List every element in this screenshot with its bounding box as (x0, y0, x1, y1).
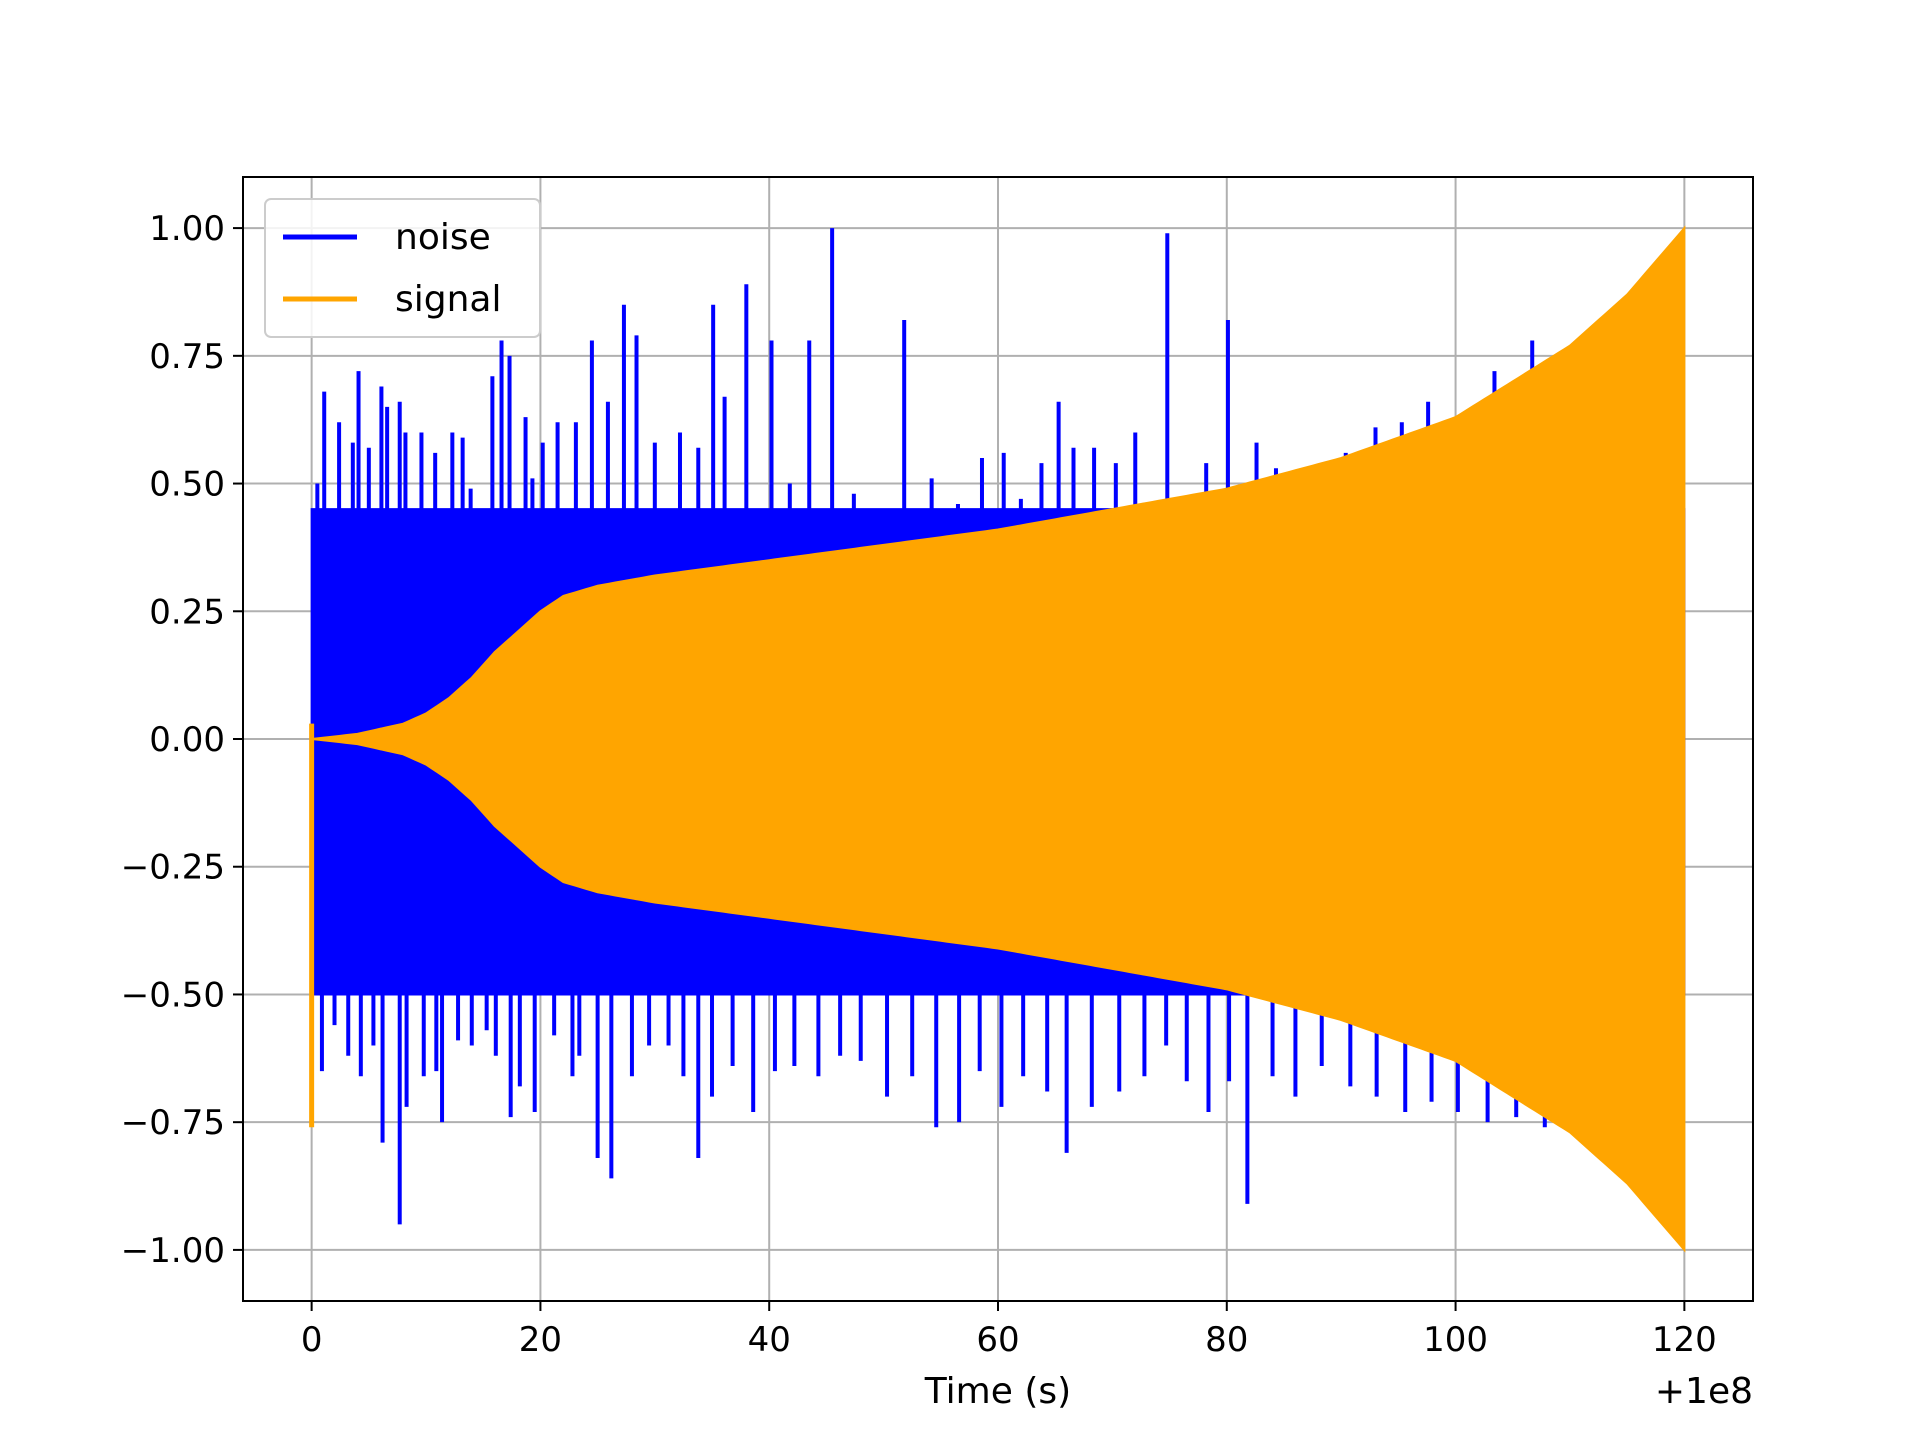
y-tick-label: −1.00 (121, 1231, 225, 1271)
legend-box (264, 198, 541, 338)
ticks: 0 20 40 60 80 100 120 1.00 0.75 0.50 0.25 0.00 −0.25… (121, 209, 1717, 1360)
series-signal (309, 225, 1686, 1253)
legend-label-noise: noise (395, 217, 491, 258)
x-tick-label: 20 (519, 1320, 562, 1360)
signal-envelope (311, 225, 1686, 1253)
plot-area (309, 225, 1686, 1253)
x-tick-label: 0 (301, 1320, 323, 1360)
legend: noise signal (264, 198, 541, 338)
x-axis-offset-label: +1e8 (1655, 1371, 1753, 1412)
legend-label-signal: signal (395, 279, 502, 320)
y-tick-label: 1.00 (149, 209, 225, 249)
x-tick-label: 120 (1652, 1320, 1717, 1360)
y-tick-label: 0.50 (149, 465, 225, 505)
y-tick-label: 0.00 (149, 720, 225, 760)
x-tick-label: 100 (1423, 1320, 1488, 1360)
y-tick-label: −0.75 (121, 1103, 225, 1143)
x-axis-label: Time (s) (924, 1371, 1071, 1412)
x-tick-label: 40 (748, 1320, 791, 1360)
x-tick-label: 80 (1205, 1320, 1248, 1360)
y-tick-label: 0.75 (149, 337, 225, 377)
y-tick-label: 0.25 (149, 592, 225, 632)
y-tick-label: −0.50 (121, 975, 225, 1015)
x-tick-label: 60 (976, 1320, 1019, 1360)
y-tick-label: −0.25 (121, 848, 225, 888)
